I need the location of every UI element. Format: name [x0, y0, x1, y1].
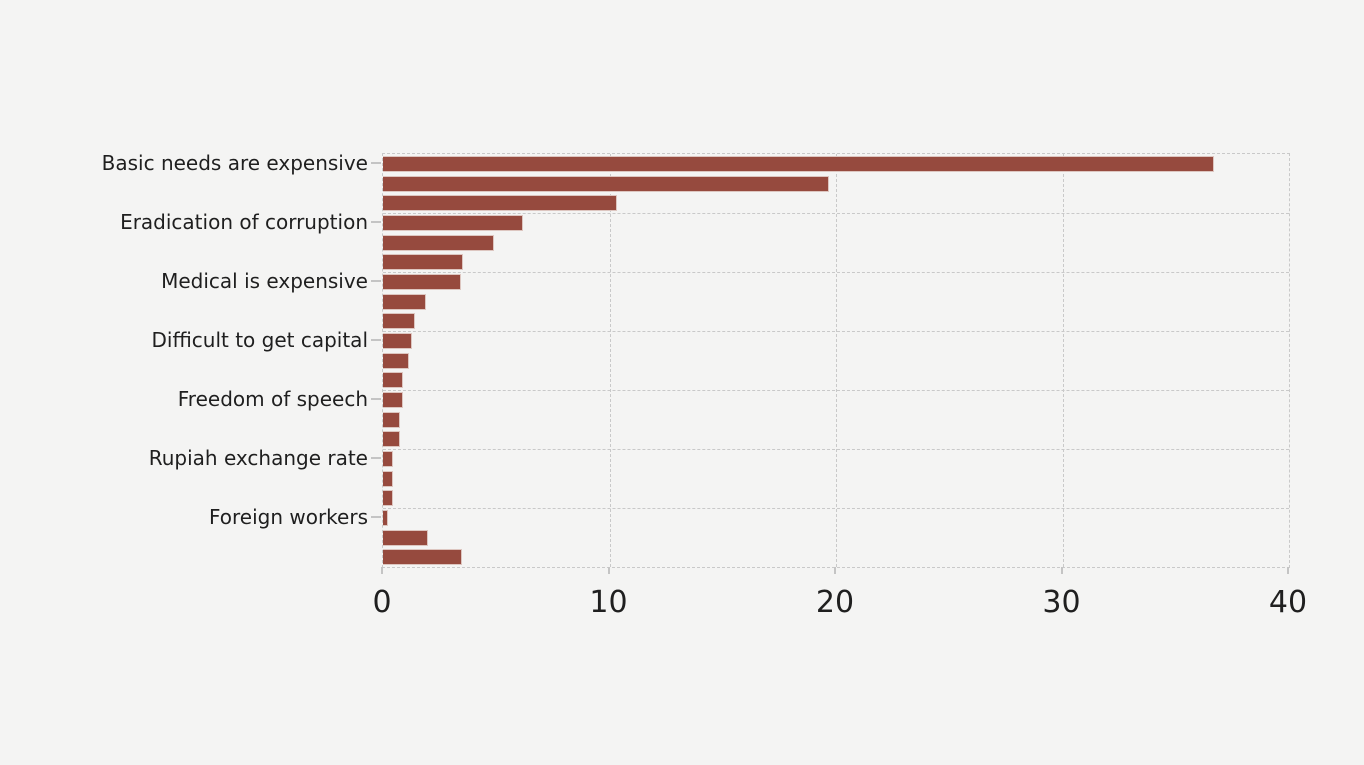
vertical-gridline-20	[836, 154, 837, 567]
x-tick-mark	[1287, 567, 1289, 574]
horizontal-gridline	[383, 508, 1289, 509]
x-tick-label-40: 40	[1268, 585, 1308, 620]
horizontal-gridline	[383, 449, 1289, 450]
bar-unlabeled-2	[383, 195, 618, 212]
x-tick-label-0: 0	[372, 585, 392, 620]
x-tick-mark	[834, 567, 836, 574]
bar-unlabeled-10	[383, 352, 410, 369]
bar-basic-needs-are-expensive	[383, 155, 1215, 172]
y-tick-label: Foreign workers	[208, 504, 368, 529]
bar-rupiah-exchange-rate	[383, 450, 394, 467]
y-tick-mark	[371, 220, 381, 223]
bar-unlabeled-4	[383, 234, 494, 251]
y-tick-mark	[371, 397, 381, 400]
bar-unlabeled-5	[383, 254, 464, 271]
y-tick-label: Basic needs are expensive	[101, 150, 368, 175]
y-tick-label: Freedom of speech	[177, 386, 368, 411]
horizontal-gridline	[383, 331, 1289, 332]
bar-unlabeled-13	[383, 411, 400, 428]
x-tick-mark	[1060, 567, 1063, 574]
bar-unlabeled-1	[383, 175, 830, 192]
x-tick-label-20: 20	[815, 585, 855, 620]
bar-freedom-of-speech	[383, 391, 404, 408]
bar-eradication-of-corruption	[383, 214, 524, 231]
x-tick-mark	[607, 567, 610, 574]
y-tick-mark	[371, 161, 381, 164]
bar-unlabeled-16	[383, 470, 394, 487]
horizontal-gridline	[383, 213, 1289, 214]
bar-unlabeled-7	[383, 293, 427, 310]
horizontal-gridline	[383, 390, 1289, 391]
y-tick-mark	[371, 515, 381, 518]
y-tick-mark	[371, 279, 381, 282]
bar-foreign-workers	[383, 509, 388, 526]
vertical-gridline-30	[1062, 154, 1064, 567]
vertical-gridline-10	[609, 154, 611, 567]
y-tick-label: Rupiah exchange rate	[148, 445, 368, 470]
y-tick-mark	[371, 338, 381, 341]
bar-difficult-to-get-capital	[383, 332, 413, 349]
y-tick-mark	[371, 456, 381, 459]
bar-medical-is-expensive	[383, 273, 462, 290]
bar-unlabeled-11	[383, 372, 404, 389]
bar-unlabeled-17	[383, 490, 394, 507]
bar-unlabeled-19	[383, 529, 429, 546]
plot-area	[382, 153, 1290, 568]
x-tick-label-10: 10	[589, 585, 628, 620]
bar-unlabeled-14	[383, 431, 400, 448]
y-tick-label: Difficult to get capital	[151, 327, 368, 352]
y-tick-label: Medical is expensive	[161, 268, 368, 293]
y-tick-label: Eradication of corruption	[120, 209, 368, 234]
horizontal-gridline	[383, 272, 1289, 273]
bar-unlabeled-8	[383, 313, 415, 330]
bar-unlabeled-20	[383, 549, 463, 566]
x-tick-label-30: 30	[1042, 585, 1081, 620]
x-tick-mark	[381, 567, 383, 574]
